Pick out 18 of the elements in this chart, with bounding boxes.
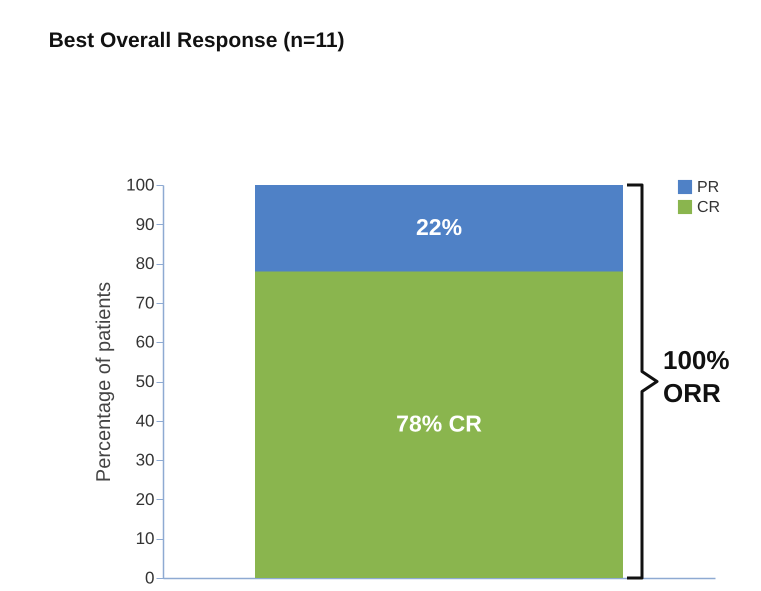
y-axis-title: Percentage of patients xyxy=(93,282,116,482)
y-tick-label: 90 xyxy=(136,214,154,234)
legend-label: CR xyxy=(697,199,720,216)
y-tick-label: 70 xyxy=(136,293,154,312)
legend-label: PR xyxy=(697,179,720,196)
y-tick-label: 10 xyxy=(136,529,154,548)
data-label: 22% xyxy=(416,214,462,240)
data-label: 78% CR xyxy=(396,410,482,437)
y-tick-label: 0 xyxy=(145,568,154,588)
y-tick-label: 20 xyxy=(136,490,154,509)
y-tick-label: 30 xyxy=(136,450,154,470)
y-tick-label: 100 xyxy=(126,176,154,194)
text: 100% ORR xyxy=(663,344,730,410)
y-tick-label: 80 xyxy=(136,254,154,274)
y-tick-label: 60 xyxy=(136,332,154,352)
y-tick-label: 40 xyxy=(136,411,154,430)
y-tick-label: 50 xyxy=(136,372,154,391)
chart-title: Best Overall Response (n=11) xyxy=(48,29,345,52)
